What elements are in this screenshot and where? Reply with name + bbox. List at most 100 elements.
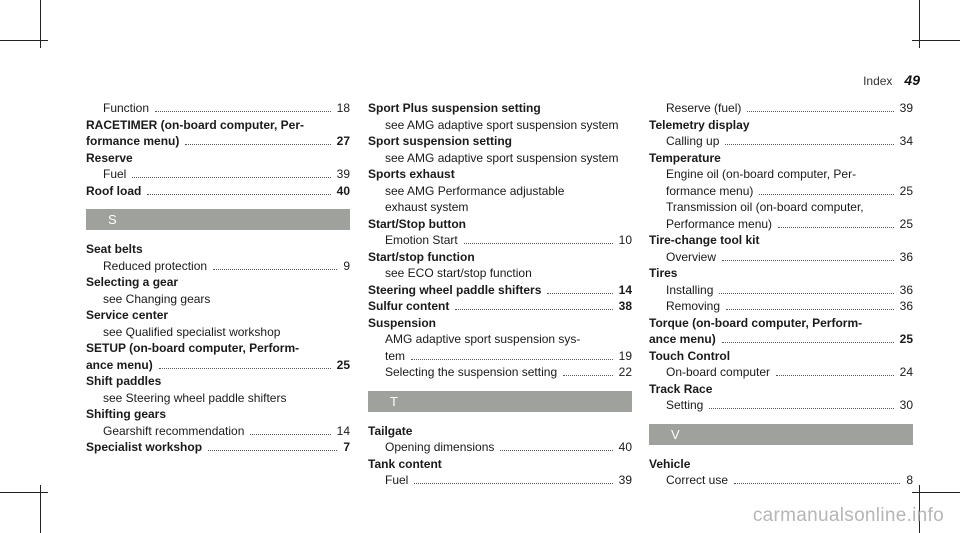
entry-text: Gearshift recommendation [103, 423, 245, 438]
dot-leader [414, 483, 613, 484]
index-link[interactable]: Calling up 34 [649, 133, 913, 150]
watermark: carmanualsonline.info [752, 505, 944, 526]
index-entry: Telemetry display Calling up 34 [649, 117, 913, 150]
index-link[interactable]: formance menu) 27 [86, 133, 350, 150]
index-text: see ECO start/stop function [368, 265, 632, 282]
index-text: Track Race [649, 381, 913, 398]
entry-text: see Qualified specialist workshop [103, 324, 281, 339]
page-ref: 36 [899, 282, 913, 297]
entry-text: Setting [666, 398, 704, 412]
dot-leader [721, 342, 894, 343]
index-text: AMG adaptive sport suspension sys- [368, 331, 632, 348]
page-ref: 36 [899, 299, 913, 313]
dot-leader [563, 375, 613, 376]
entry-text: see AMG adaptive sport suspension system [385, 117, 619, 132]
index-link[interactable]: tem 19 [368, 348, 632, 365]
index-link[interactable]: Fuel 39 [368, 472, 632, 489]
entry-text: Tank content [368, 456, 442, 471]
index-text: Tire-change tool kit [649, 232, 913, 249]
index-link[interactable]: Specialist workshop 7 [86, 439, 350, 456]
index-link[interactable]: Removing 36 [649, 298, 913, 315]
index-link[interactable]: Selecting the suspension setting 22 [368, 364, 632, 381]
index-text: Shifting gears [86, 406, 350, 423]
index-link[interactable]: Gearshift recommendation 14 [86, 423, 350, 440]
entry-text: Sulfur content [368, 299, 450, 313]
index-text: see AMG Performance adjustable [368, 183, 632, 200]
index-link[interactable]: Setting 30 [649, 397, 913, 414]
page-ref: 40 [336, 183, 350, 198]
entry-text: formance menu) [666, 183, 754, 198]
page-ref: 14 [336, 423, 350, 438]
dot-leader [734, 483, 901, 484]
index-link[interactable]: Reserve (fuel) 39 [649, 100, 913, 117]
crop-mark [40, 485, 41, 533]
index-text: see AMG adaptive sport suspension system [368, 117, 632, 134]
index-text: SETUP (on-board computer, Perform- [86, 340, 350, 357]
index-link[interactable]: Correct use 8 [649, 472, 913, 489]
index-text: see Qualified specialist workshop [86, 324, 350, 341]
entry-text: Telemetry display [649, 117, 750, 132]
page-ref: 8 [906, 473, 913, 487]
entry-text: Opening dimensions [385, 440, 495, 454]
index-link[interactable]: ance menu) 25 [86, 357, 350, 374]
index-link[interactable]: Installing 36 [649, 282, 913, 299]
entry-text: Reserve [86, 150, 133, 165]
index-entry: Temperature Engine oil (on-board computer… [649, 150, 913, 233]
dot-leader [719, 292, 894, 294]
index-text: Reserve [86, 150, 350, 167]
entry-text: Torque (on-board computer, Perform- [649, 315, 863, 330]
entry-text: Shift paddles [86, 374, 162, 388]
page-ref: 38 [618, 299, 632, 313]
page-ref: 25 [336, 357, 350, 372]
dot-leader [158, 367, 331, 369]
entry-text: Sports exhaust [368, 167, 455, 181]
page-ref: 40 [618, 440, 632, 454]
index-text: Temperature [649, 150, 913, 167]
entry-text: Tailgate [368, 423, 413, 438]
index-entry: Shifting gears Gearshift recommendation 14 [86, 406, 350, 439]
dot-leader [759, 193, 894, 195]
entry-text: Specialist workshop [86, 440, 203, 454]
entry-text: Seat belts [86, 242, 143, 256]
index-link[interactable]: Roof load 40 [86, 183, 350, 200]
index-link[interactable]: Fuel 39 [86, 166, 350, 183]
index-link[interactable]: Opening dimensions 40 [368, 439, 632, 456]
index-entry: Touch Control On-board computer 24 [649, 348, 913, 381]
index-entry: Suspension AMG adaptive sport suspension … [368, 315, 632, 381]
index-entry: Steering wheel paddle shifters 14 [368, 282, 632, 299]
index-entry: Tank content Fuel 39 [368, 456, 632, 489]
entry-text: Start/stop function [368, 249, 475, 264]
dot-leader [185, 144, 331, 145]
index-link[interactable]: Performance menu) 25 [649, 216, 913, 233]
dot-leader [709, 408, 894, 409]
index-link[interactable]: Function 18 [86, 100, 350, 117]
page-ref: 39 [336, 167, 350, 181]
index-link[interactable]: Reduced protection 9 [86, 258, 350, 275]
entry-text: see Changing gears [103, 291, 211, 306]
entry-text: Service center [86, 308, 169, 322]
index-link[interactable]: formance menu) 25 [649, 183, 913, 200]
index-text: Tailgate [368, 423, 632, 440]
section-letter: V [649, 423, 913, 445]
page-ref: 25 [899, 183, 913, 198]
index-link[interactable]: Emotion Start 10 [368, 232, 632, 249]
index-entry: Function 18 [86, 100, 350, 117]
index-text: Vehicle [649, 456, 913, 473]
entry-text: Correct use [666, 473, 729, 487]
index-link[interactable]: On-board computer 24 [649, 364, 913, 381]
index-text: Transmission oil (on-board computer, [649, 199, 913, 216]
entry-text: formance menu) [86, 134, 180, 148]
page-ref: 18 [336, 101, 350, 115]
index-link[interactable]: ance menu) 25 [649, 331, 913, 348]
index-link[interactable]: Sulfur content 38 [368, 298, 632, 315]
dot-leader [250, 433, 331, 435]
index-text: Seat belts [86, 241, 350, 258]
index-link[interactable]: Overview 36 [649, 249, 913, 266]
index-text: Selecting a gear [86, 274, 350, 291]
index-text: Sport Plus suspension setting [368, 100, 632, 117]
dot-leader [722, 259, 894, 261]
index-link[interactable]: Steering wheel paddle shifters 14 [368, 282, 632, 299]
entry-text: Transmission oil (on-board computer, [666, 200, 864, 214]
page-ref: 39 [618, 473, 632, 487]
index-entry: RACETIMER (on-board computer, Per-forman… [86, 117, 350, 150]
